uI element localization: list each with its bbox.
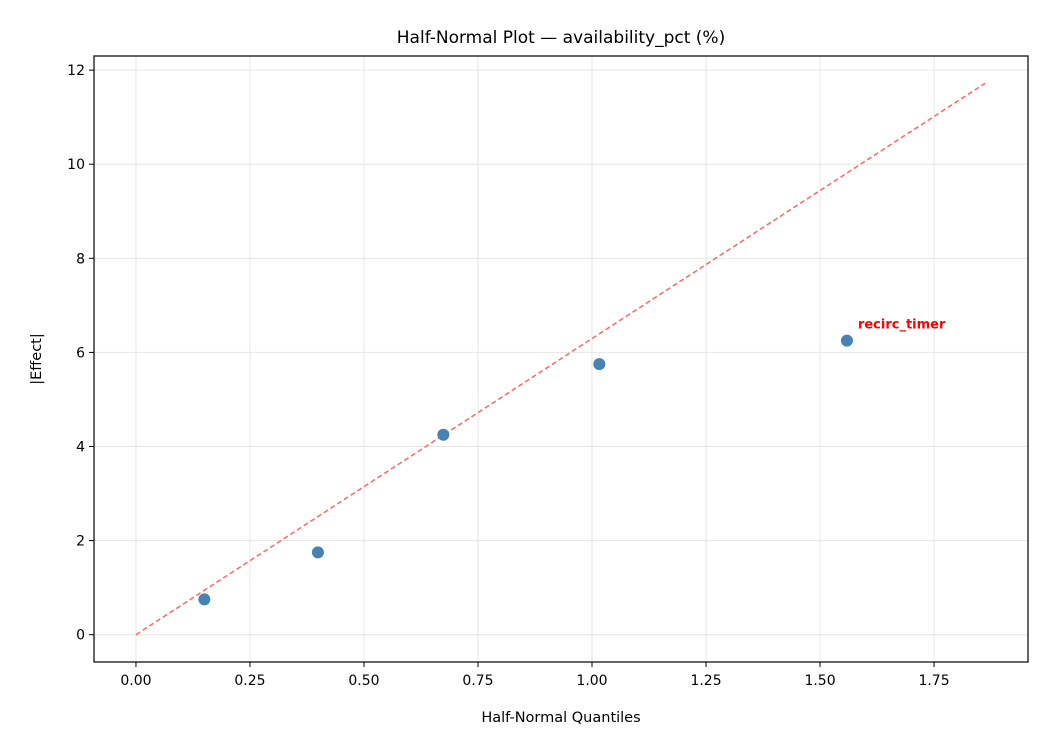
y-axis-label: |Effect| [29,333,45,385]
data-point [198,593,211,606]
y-axis: 0 2 4 6 8 10 12 [67,63,94,644]
y-tick-label: 4 [76,440,85,456]
grid [94,56,1028,662]
x-axis-label: Half-Normal Quantiles [481,710,640,726]
y-tick-label: 6 [76,345,85,361]
x-tick-label: 0.75 [462,673,493,689]
data-point [437,428,450,441]
x-tick-label: 0.00 [120,673,151,689]
y-tick-label: 2 [76,534,85,550]
x-tick-label: 0.25 [234,673,265,689]
x-tick-label: 1.00 [576,673,607,689]
data-point [593,358,606,371]
y-tick-label: 10 [67,157,85,173]
reference-line [135,82,986,636]
x-tick-label: 1.50 [804,673,835,689]
point-annotation: recirc_timer [858,318,946,333]
y-tick-label: 8 [76,251,85,267]
y-tick-label: 12 [67,63,85,79]
reference-line-group [135,82,986,636]
x-tick-label: 1.75 [918,673,949,689]
plot-frame [93,55,1029,663]
x-tick-label: 0.50 [348,673,379,689]
data-point [311,546,324,559]
data-point [840,334,853,347]
y-tick-label: 0 [76,628,85,644]
chart-title: Half-Normal Plot — availability_pct (%) [397,28,725,48]
x-tick-label: 1.25 [690,673,721,689]
x-axis: 0.00 0.25 0.50 0.75 1.00 1.25 1.50 1.75 [120,662,950,689]
points-group: recirc_timer [198,318,946,606]
